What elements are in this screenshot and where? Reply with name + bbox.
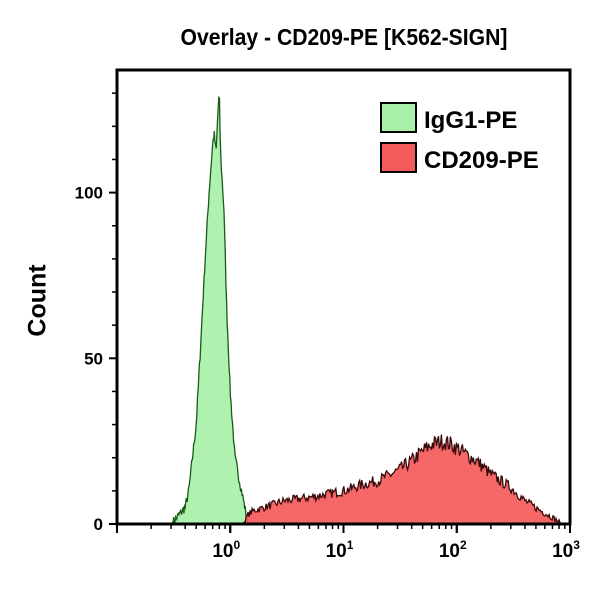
x-tick-label: 103	[552, 538, 580, 562]
legend-swatch-cd209-pe	[380, 142, 417, 173]
y-tick-label: 0	[94, 515, 103, 534]
x-tick-base: 10	[439, 541, 460, 562]
legend-label: IgG1-PE	[424, 107, 517, 134]
y-tick-label: 50	[84, 349, 103, 368]
x-tick-label: 100	[212, 538, 240, 562]
legend-label: CD209-PE	[424, 147, 539, 174]
x-tick-base: 10	[326, 541, 347, 562]
series-igg1-pe-area	[169, 95, 249, 527]
x-tick-label: 101	[326, 538, 354, 562]
x-tick-exponent: 2	[460, 538, 467, 552]
series-cd209-pe-area	[242, 434, 563, 525]
legend-swatch-igg1-pe	[380, 102, 417, 133]
chart-title: Overlay - CD209-PE [K562-SIGN]	[180, 24, 508, 50]
x-tick-exponent: 3	[573, 538, 580, 552]
x-tick-base: 10	[212, 541, 233, 562]
x-tick-exponent: 0	[233, 538, 240, 552]
y-tick-label: 100	[75, 184, 103, 203]
x-tick-exponent: 1	[347, 538, 354, 552]
x-tick-base: 10	[552, 541, 573, 562]
x-tick-label: 102	[439, 538, 467, 562]
plot-frame	[115, 68, 572, 526]
